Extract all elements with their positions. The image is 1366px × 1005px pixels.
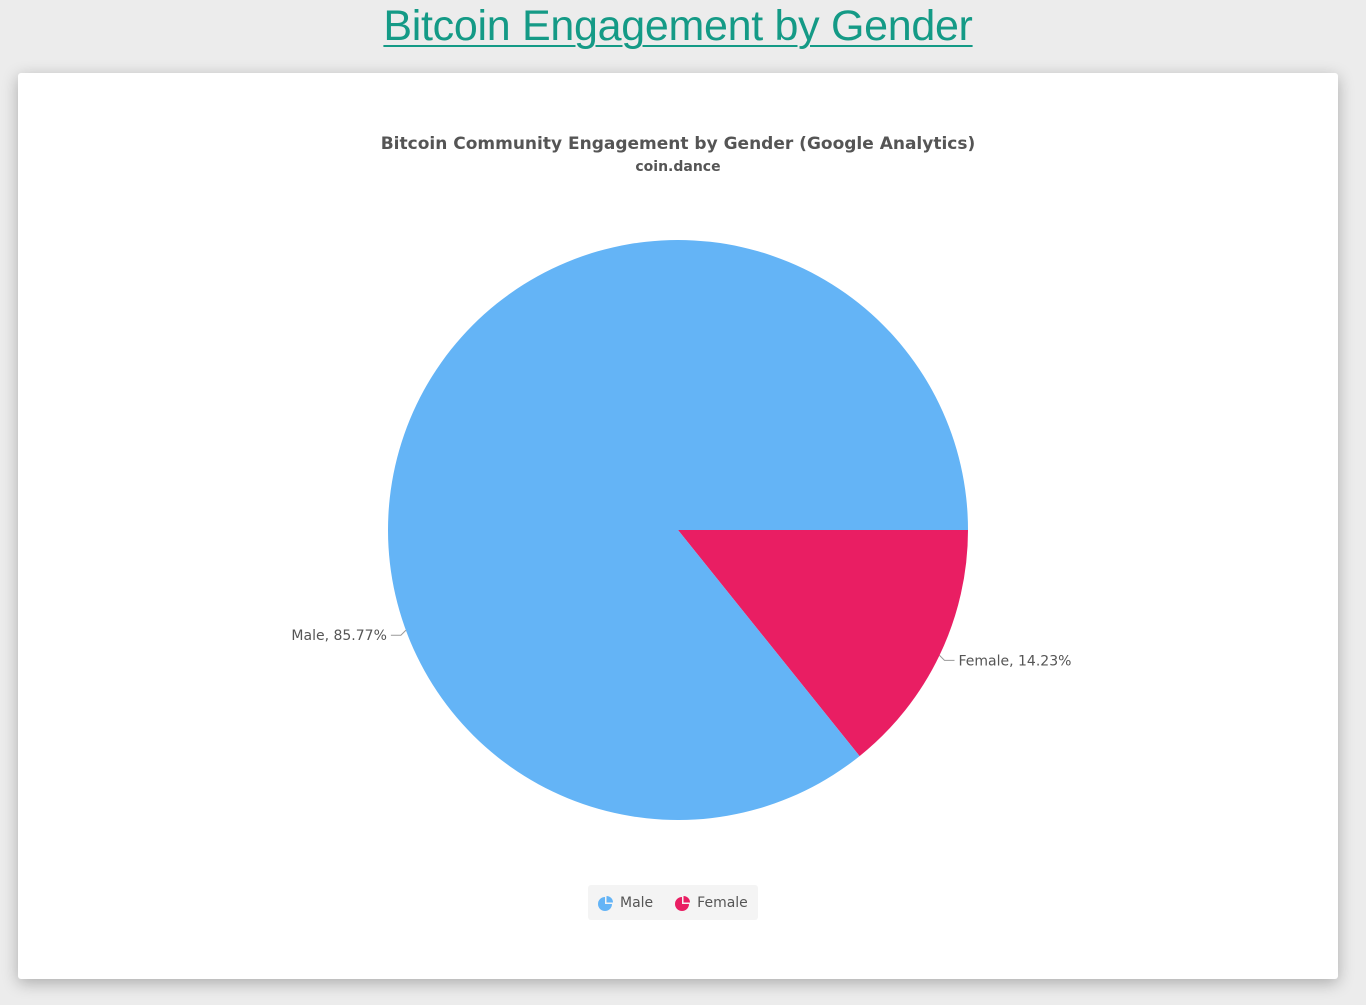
pie-chart: Bitcoin Community Engagement by Gender (… [291, 134, 1071, 821]
pie-slices [388, 240, 968, 821]
pie-slice-female[interactable] [678, 530, 968, 757]
pie-slice-icon [675, 895, 691, 911]
legend-label-male: Male [620, 894, 654, 911]
pie-labels: Female, 14.23% Male, 85.77% [291, 628, 1071, 669]
page-heading: Bitcoin Engagement by Gender [0, 2, 1356, 51]
pie-slice-icon [598, 895, 613, 911]
legend-item-male[interactable]: Male [598, 895, 653, 911]
legend-label-female: Female [697, 894, 748, 911]
chart-card: Bitcoin Community Engagement by Gender (… [18, 73, 1338, 979]
chart-legend: Male Female [588, 885, 758, 920]
chart-subtitle: coin.dance [635, 159, 720, 175]
slice-label-male: Male, 85.77% [291, 628, 386, 644]
page-heading-link[interactable]: Bitcoin Engagement by Gender [383, 2, 973, 50]
leader-line-female [939, 655, 955, 661]
leader-line-male [390, 629, 407, 636]
pie-slice-male[interactable] [388, 240, 968, 821]
legend-item-female[interactable]: Female [675, 895, 748, 911]
chart-title: Bitcoin Community Engagement by Gender (… [381, 134, 976, 154]
slice-label-female: Female, 14.23% [959, 653, 1072, 669]
